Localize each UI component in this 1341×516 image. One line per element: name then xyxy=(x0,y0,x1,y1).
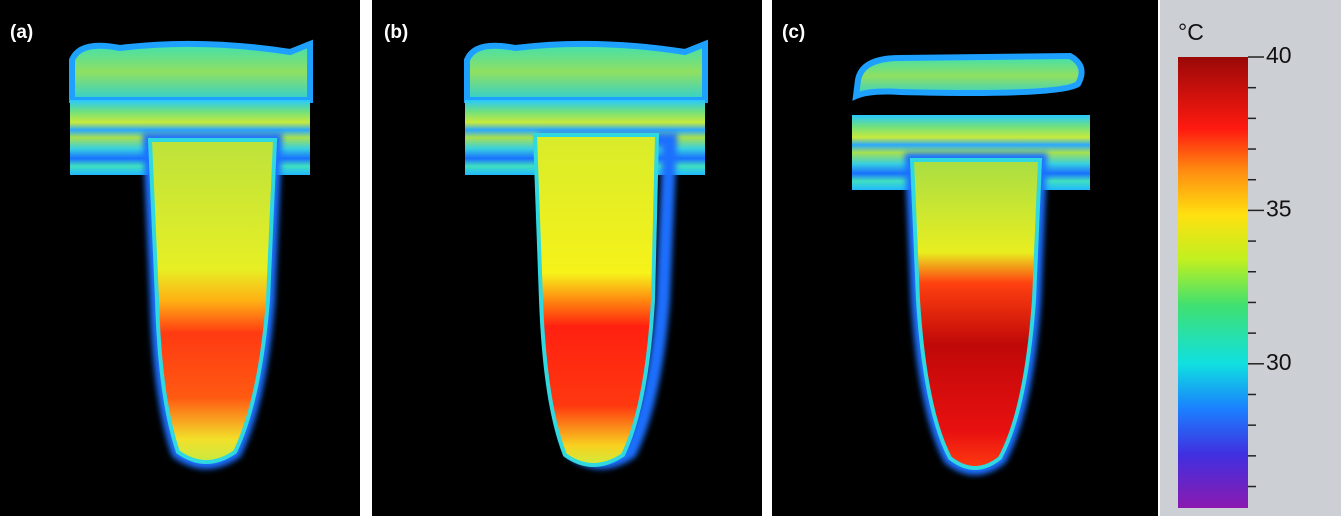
panel-label: (a) xyxy=(10,22,33,43)
colorbar-unit: °C xyxy=(1178,19,1204,45)
colorbar xyxy=(1178,57,1248,508)
figure: (a) (b) (c) °C 30 35 40 xyxy=(0,0,1341,516)
tick-label: 40 xyxy=(1266,42,1292,68)
tick-label: 35 xyxy=(1266,195,1292,221)
panel-label: (b) xyxy=(384,22,408,43)
tick-label: 30 xyxy=(1266,349,1292,375)
panel-label: (c) xyxy=(782,22,805,43)
